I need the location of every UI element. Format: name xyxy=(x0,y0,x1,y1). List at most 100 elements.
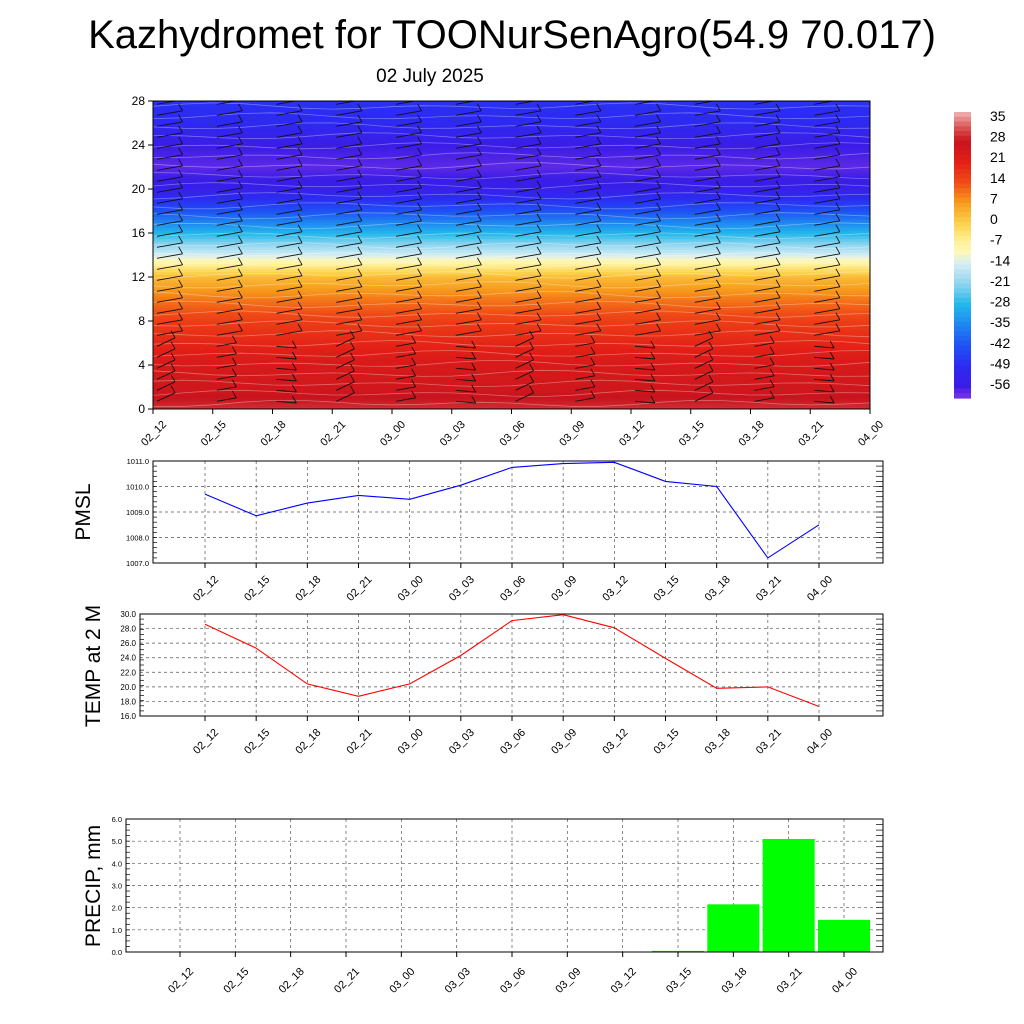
wind-barb xyxy=(575,357,596,369)
wind-barb xyxy=(754,169,781,182)
ytick-label: 16.0 xyxy=(120,712,136,721)
wind-barb xyxy=(156,352,176,369)
heatmap-band xyxy=(153,351,870,355)
contour-line xyxy=(153,112,870,120)
wind-barb xyxy=(455,268,482,281)
wind-barb xyxy=(814,101,836,105)
heatmap-band xyxy=(153,354,870,358)
heatmap-band xyxy=(153,183,870,187)
wind-barb xyxy=(694,257,721,270)
wind-barb xyxy=(874,269,900,281)
heatmap-xtick-label: 03_18 xyxy=(737,419,767,449)
wind-barb xyxy=(276,224,303,237)
wind-barb xyxy=(216,312,243,325)
chart-title: Kazhydromet for TOONurSenAgro(54.9 70.01… xyxy=(88,13,936,57)
contour-line xyxy=(153,202,870,210)
wind-barb xyxy=(634,202,661,215)
contour-line xyxy=(153,192,870,200)
heatmap-band xyxy=(153,145,870,149)
contour-line xyxy=(153,379,870,388)
heatmap-xtick-label: 02_12 xyxy=(139,419,169,449)
wind-barb xyxy=(694,103,721,116)
xtick-label: 03_15 xyxy=(652,727,682,757)
heatmap-band xyxy=(153,285,870,289)
wind-barb xyxy=(156,125,183,138)
wind-barb xyxy=(395,158,422,171)
wind-barb xyxy=(814,235,841,248)
wind-barb xyxy=(874,214,900,226)
wind-barb xyxy=(515,147,542,160)
wind-barb xyxy=(515,101,537,105)
wind-barb xyxy=(575,335,596,347)
wind-barb xyxy=(276,362,297,371)
xtick-label: 03_18 xyxy=(703,727,733,757)
wind-barb xyxy=(395,301,422,314)
wind-barb xyxy=(575,147,602,160)
heatmap-xtick-label: 03_00 xyxy=(378,419,408,449)
heatmap-ytick-label: 4 xyxy=(138,358,145,372)
wind-barb xyxy=(634,103,661,116)
wind-barb xyxy=(395,147,422,160)
xtick-label: 03_09 xyxy=(549,727,579,757)
wind-barb xyxy=(874,170,900,182)
colorbar-label: -21 xyxy=(990,273,1010,289)
wind-barb xyxy=(216,379,237,391)
ytick-label: 1008.0 xyxy=(126,534,149,543)
wind-barb xyxy=(276,373,297,382)
heatmap-ytick-label: 20 xyxy=(132,182,146,196)
colorbar-cell xyxy=(954,302,971,309)
wind-barb xyxy=(874,115,900,127)
wind-barb xyxy=(395,101,418,105)
colorbar-cell xyxy=(954,307,971,313)
wind-barb xyxy=(515,191,542,204)
wind-barb xyxy=(156,103,183,116)
wind-barb xyxy=(156,323,183,336)
heatmap-band xyxy=(153,257,870,262)
heatmap-band xyxy=(153,131,870,135)
wind-barb xyxy=(634,169,661,182)
wind-barb xyxy=(156,257,183,270)
ytick-label: 1.0 xyxy=(112,926,122,935)
wind-barb xyxy=(395,368,417,380)
heatmap-band xyxy=(153,101,870,105)
wind-barb xyxy=(336,312,363,325)
colorbar-cell xyxy=(954,378,971,385)
wind-barb xyxy=(455,101,478,105)
wind-barb xyxy=(336,374,355,391)
wind-barb xyxy=(455,340,477,349)
wind-barb xyxy=(216,235,243,248)
wind-barb xyxy=(814,103,841,116)
wind-barb xyxy=(874,181,900,193)
heatmap-band xyxy=(153,329,870,333)
colorbar-cell xyxy=(954,226,971,232)
wind-barb xyxy=(694,330,714,347)
heatmap-ytick-label: 16 xyxy=(132,226,146,240)
wind-barb xyxy=(874,236,900,248)
heatmap-band xyxy=(153,310,870,314)
wind-barb xyxy=(694,385,714,402)
colorbar-cell xyxy=(954,145,971,151)
wind-barb xyxy=(634,257,661,270)
wind-barb xyxy=(634,373,656,382)
colorbar-cell xyxy=(954,135,971,142)
wind-barb xyxy=(575,213,602,226)
heatmap-band xyxy=(153,172,870,176)
wind-barb xyxy=(874,291,900,303)
wind-barb xyxy=(814,180,841,193)
wind-barb xyxy=(395,335,417,347)
contour-line xyxy=(153,281,870,289)
xtick-label: 03_15 xyxy=(664,966,694,996)
wind-barb xyxy=(515,323,542,336)
wind-barb xyxy=(575,268,602,281)
wind-barb xyxy=(276,191,303,204)
wind-barb xyxy=(216,202,243,215)
colorbar-cell xyxy=(954,188,971,194)
wind-barb xyxy=(874,280,900,292)
wind-barb xyxy=(874,375,892,391)
wind-barb xyxy=(634,384,656,393)
xtick-label: 02_12 xyxy=(166,966,196,996)
ytick-label: 0.0 xyxy=(112,948,122,957)
wind-barb xyxy=(276,169,303,182)
heatmap-band xyxy=(153,293,870,297)
heatmap-band xyxy=(153,304,870,308)
